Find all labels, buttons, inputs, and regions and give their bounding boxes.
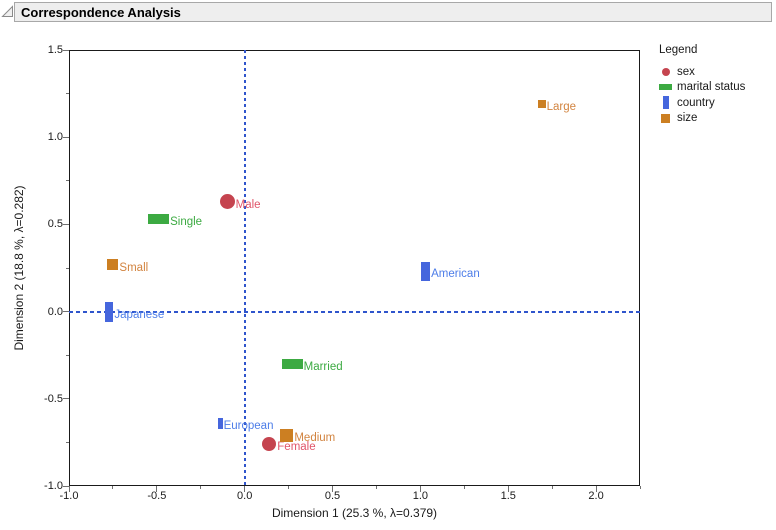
legend-item-size[interactable]: size (659, 111, 745, 127)
x-axis-tick-label: -1.0 (59, 490, 79, 502)
legend-item-label: size (677, 112, 698, 125)
y-axis-minor-tick (66, 354, 69, 356)
point-label-single[interactable]: Single (170, 216, 203, 229)
legend-item-label: country (677, 96, 715, 109)
point-small[interactable] (107, 259, 119, 270)
plot-frame (69, 50, 640, 486)
legend-item-label: sex (677, 65, 695, 78)
y-axis-tick-label: 1.5 (47, 44, 63, 56)
x-axis-tick (507, 486, 509, 492)
y-axis-tick (63, 49, 69, 51)
y-axis-tick (63, 311, 69, 313)
legend-item-marital-status[interactable]: marital status (659, 80, 745, 96)
point-married[interactable] (281, 358, 303, 369)
point-japanese[interactable] (105, 301, 114, 322)
y-axis-minor-tick (66, 441, 69, 443)
point-label-american[interactable]: American (431, 268, 480, 281)
point-male[interactable] (219, 194, 235, 210)
point-large[interactable] (537, 100, 546, 109)
y-axis-tick-label: 0.0 (47, 305, 63, 318)
vertical-reference-line (243, 50, 246, 486)
x-axis-tick (244, 486, 246, 492)
outline-title-bar[interactable]: Correspondence Analysis (14, 2, 772, 22)
x-axis-tick-label: 0.0 (237, 490, 253, 502)
y-axis-title: Dimension 2 (18.8 %, λ=0.282) (12, 185, 26, 351)
x-axis-tick (156, 486, 158, 492)
x-axis-minor-tick (200, 486, 202, 489)
x-axis-minor-tick (288, 486, 290, 489)
point-label-large[interactable]: Large (546, 101, 577, 114)
y-axis-tick-label: -1.0 (44, 480, 63, 492)
point-label-married[interactable]: Married (303, 360, 343, 373)
legend-item-label: marital status (677, 81, 746, 94)
point-label-european[interactable]: European (223, 420, 274, 433)
marital-status-marker-icon (659, 84, 672, 91)
point-label-small[interactable]: Small (119, 261, 149, 274)
y-axis-tick (63, 136, 69, 138)
legend-item-country[interactable]: country (659, 95, 745, 111)
y-axis-minor-tick (66, 93, 69, 95)
x-axis-minor-tick (551, 486, 553, 489)
point-medium[interactable] (280, 428, 294, 442)
x-axis-tick (595, 486, 597, 492)
x-axis-minor-tick (112, 486, 114, 489)
x-axis-tick (419, 486, 421, 492)
x-axis-tick (332, 486, 334, 492)
horizontal-reference-line (69, 310, 640, 313)
x-axis-minor-tick (463, 486, 465, 489)
x-axis-tick (68, 486, 70, 492)
size-marker-icon (661, 113, 670, 123)
y-axis-tick-label: 1.0 (47, 131, 63, 144)
y-axis-tick (63, 223, 69, 225)
y-axis-tick (63, 398, 69, 400)
x-axis-tick-label: 0.5 (324, 490, 341, 502)
x-axis-tick-label: 1.5 (500, 490, 516, 502)
x-axis-tick-label: 1.0 (412, 490, 429, 502)
x-axis-minor-tick (639, 486, 641, 489)
x-axis-minor-tick (375, 486, 377, 489)
x-axis-tick-label: 2.0 (588, 490, 604, 502)
point-label-medium[interactable]: Medium (294, 432, 336, 445)
point-american[interactable] (421, 261, 431, 281)
legend-item-sex[interactable]: sex (659, 64, 745, 80)
x-axis-tick-label: -0.5 (147, 490, 167, 502)
y-axis-tick (63, 485, 69, 487)
point-label-japanese[interactable]: Japanese (114, 308, 165, 321)
x-axis-title: Dimension 1 (25.3 %, λ=0.379) (271, 506, 438, 520)
y-axis-minor-tick (66, 267, 69, 269)
point-label-male[interactable]: Male (235, 198, 261, 211)
country-marker-icon (662, 96, 669, 110)
report-title: Correspondence Analysis (21, 4, 181, 20)
sex-marker-icon (661, 67, 670, 76)
point-european[interactable] (217, 417, 223, 429)
legend: Legend sex marital status country size (659, 44, 745, 126)
point-single[interactable] (148, 214, 170, 225)
disclosure-triangle-icon[interactable] (1, 5, 14, 18)
y-axis-tick-label: 0.5 (47, 218, 63, 231)
y-axis-minor-tick (66, 180, 69, 182)
point-label-female[interactable]: Female (277, 441, 316, 454)
legend-title: Legend (659, 44, 698, 56)
point-female[interactable] (262, 437, 277, 452)
y-axis-tick-label: -0.5 (44, 392, 63, 405)
